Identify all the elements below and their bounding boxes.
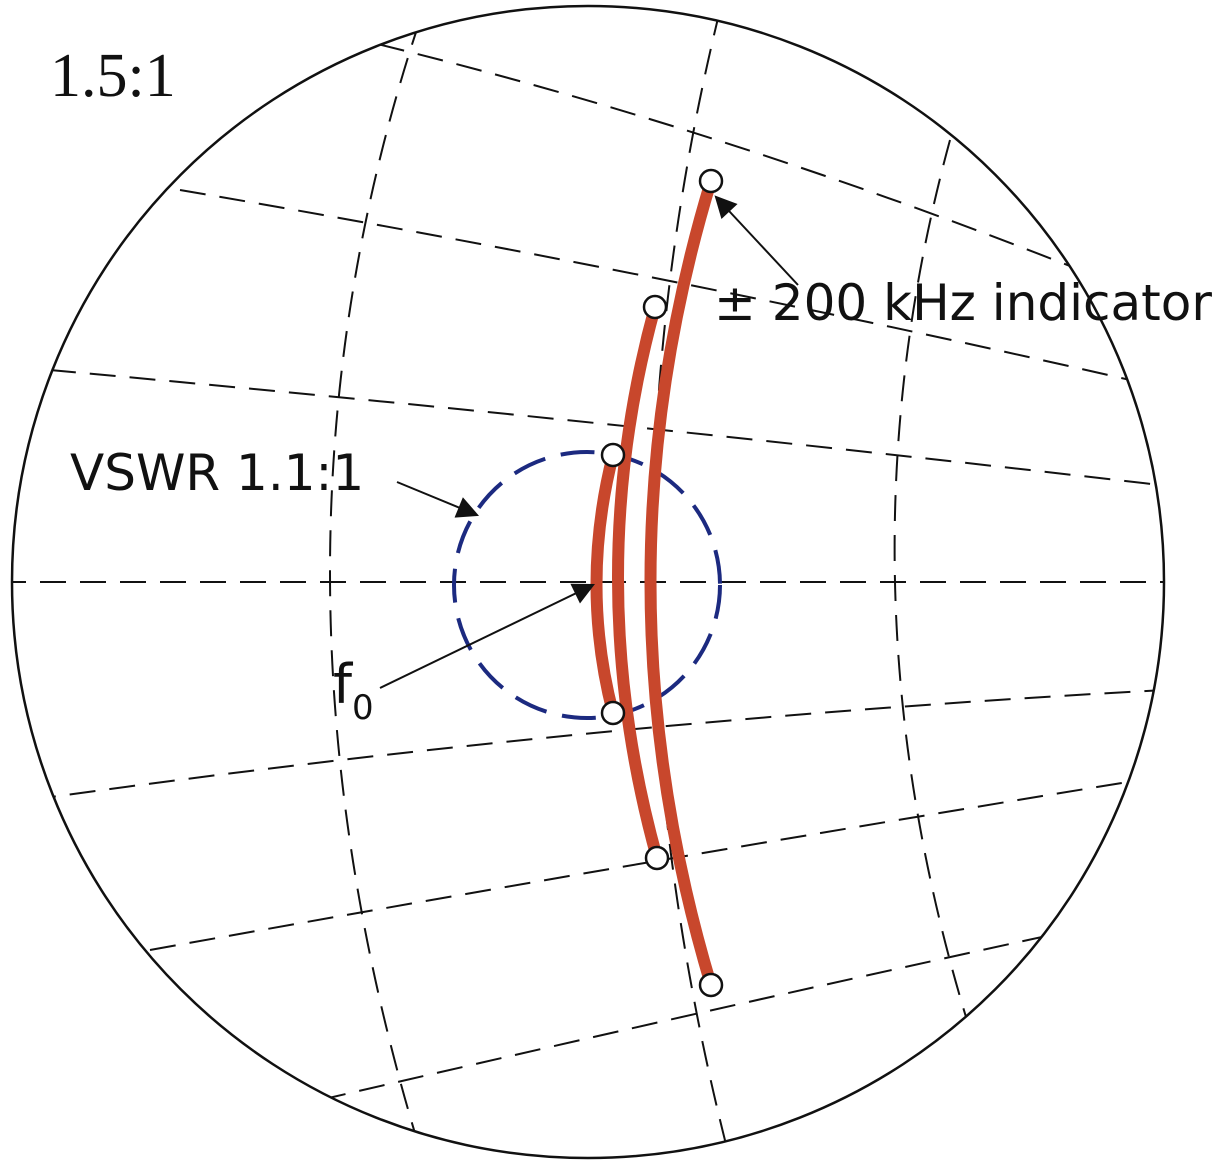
grid-curve-upper-1 bbox=[340, 35, 1080, 270]
indicator-label: ± 200 kHz indicator bbox=[714, 274, 1212, 332]
marker-bottom-inner bbox=[602, 702, 624, 724]
indicator-pointer-arrow bbox=[716, 197, 798, 285]
grid-curve-lower-3 bbox=[320, 920, 1120, 1100]
f0-label-main: f bbox=[333, 653, 354, 716]
marker-top-outer bbox=[700, 170, 722, 192]
grid-curve-lower-1 bbox=[30, 690, 1165, 800]
trace-inner bbox=[597, 455, 614, 713]
vswr-label: VSWR 1.1:1 bbox=[70, 444, 364, 502]
marker-bottom-outer bbox=[700, 974, 722, 996]
marker-bottom-middle bbox=[646, 847, 668, 869]
vswr-pointer-arrow bbox=[397, 482, 477, 515]
marker-top-inner bbox=[602, 444, 624, 466]
marker-top-middle bbox=[644, 296, 666, 318]
vswr-circle bbox=[454, 452, 720, 718]
f0-label-subscript: 0 bbox=[352, 688, 374, 728]
ratio-label: 1.5:1 bbox=[50, 42, 176, 110]
grid-arc-vertical-1 bbox=[330, 20, 420, 1150]
f0-label: f0 bbox=[333, 653, 374, 728]
